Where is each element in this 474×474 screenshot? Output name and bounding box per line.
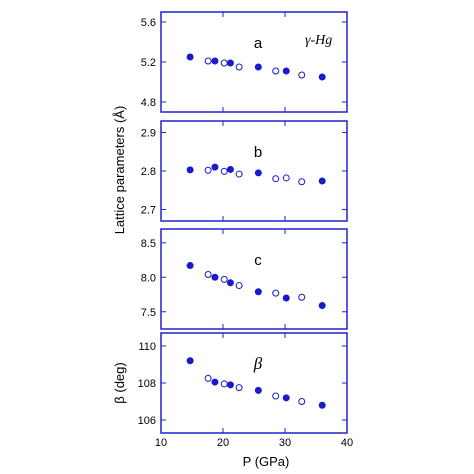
panel-label: c [254, 252, 262, 269]
shared-y-axis-label: Lattice parameters (Å) [112, 106, 127, 235]
filled-data-point [254, 63, 262, 71]
filled-data-point [282, 294, 290, 302]
y-tick-label: 4.8 [141, 97, 156, 109]
panel-0: 4.8 5.2 5.6 a [141, 11, 348, 113]
beta-y-axis-label: β (deg) [112, 362, 127, 403]
y-tick-label: 8.5 [141, 238, 156, 250]
open-data-point [298, 293, 306, 301]
filled-data-point [186, 262, 194, 270]
x-tick-label: 40 [341, 437, 353, 449]
panel-frame [160, 332, 348, 434]
filled-data-point [318, 401, 326, 409]
y-tick-label: 2.7 [141, 204, 156, 216]
filled-data-point [226, 165, 234, 173]
open-data-point [235, 170, 243, 178]
x-tick-label: 10 [155, 437, 167, 449]
filled-data-point [211, 57, 219, 65]
panel-label: β [253, 354, 263, 373]
open-data-point [220, 380, 228, 388]
open-data-point [204, 57, 212, 65]
open-data-point [235, 63, 243, 71]
y-tick-label: 2.8 [141, 166, 156, 178]
filled-data-point [318, 177, 326, 185]
panel-frame [160, 228, 348, 330]
y-tick-label: 7.5 [141, 307, 156, 319]
panel-label: a [254, 35, 263, 52]
filled-data-point [186, 166, 194, 174]
chart-panels: 4.8 5.2 5.6 a 2.7 2.8 2.9 b 7.5 8.0 8.5 c 106 108 110 β… [112, 11, 353, 449]
panel-frame [160, 11, 348, 113]
open-data-point [272, 67, 280, 75]
filled-data-point [254, 169, 262, 177]
open-data-point [204, 374, 212, 382]
filled-data-point [226, 279, 234, 287]
y-tick-label: 108 [138, 378, 156, 390]
filled-data-point [186, 53, 194, 61]
filled-data-point [254, 288, 262, 296]
y-tick-label: 2.9 [141, 128, 156, 140]
filled-data-point [254, 386, 262, 394]
open-data-point [220, 275, 228, 283]
open-data-point [220, 59, 228, 67]
open-data-point [282, 174, 290, 182]
filled-data-point [211, 163, 219, 171]
open-data-point [204, 166, 212, 174]
filled-data-point [186, 357, 194, 365]
filled-data-point [211, 273, 219, 281]
panel-3: 106 108 110 β β (deg) [112, 332, 348, 434]
open-data-point [272, 289, 280, 297]
panel-2: 7.5 8.0 8.5 c [141, 228, 348, 330]
filled-data-point [318, 73, 326, 81]
open-data-point [220, 167, 228, 175]
filled-data-point [318, 302, 326, 310]
x-tick-label: 20 [217, 437, 229, 449]
filled-data-point [282, 394, 290, 402]
open-data-point [298, 71, 306, 79]
y-tick-label: 8.0 [141, 272, 156, 284]
gamma-hg-annotation: γ-Hg [305, 33, 332, 48]
y-tick-label: 110 [138, 341, 156, 353]
open-data-point [235, 282, 243, 290]
filled-data-point [226, 381, 234, 389]
y-tick-label: 5.6 [141, 17, 156, 29]
open-data-point [298, 398, 306, 406]
panel-label: b [254, 144, 262, 161]
filled-data-point [282, 67, 290, 75]
open-data-point [298, 178, 306, 186]
filled-data-point [211, 378, 219, 386]
filled-data-point [226, 59, 234, 67]
y-tick-label: 5.2 [141, 57, 156, 69]
open-data-point [272, 175, 280, 183]
open-data-point [235, 384, 243, 392]
x-tick-label: 30 [279, 437, 291, 449]
panel-1: 2.7 2.8 2.9 b [141, 120, 348, 222]
x-axis-label: P (GPa) [243, 454, 290, 469]
y-tick-label: 106 [138, 415, 156, 427]
open-data-point [204, 271, 212, 279]
open-data-point [272, 392, 280, 400]
